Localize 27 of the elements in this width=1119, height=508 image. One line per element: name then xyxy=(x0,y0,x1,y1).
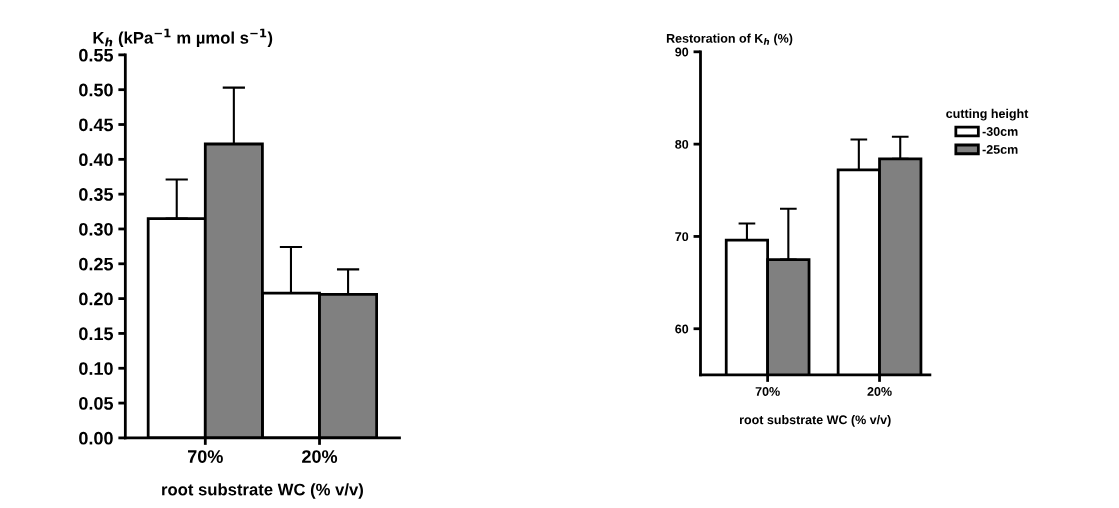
y-tick-label: 0.55 xyxy=(79,48,114,62)
x-tick-label: 20% xyxy=(302,450,338,463)
y-tick-label: 0.50 xyxy=(79,83,113,97)
x-tick-label: 70% xyxy=(755,387,780,396)
legend-label: -25cm xyxy=(982,145,1018,154)
legend-label: -30cm xyxy=(982,127,1018,136)
x-tick-label: 70% xyxy=(188,450,223,463)
y-tick-label: 80 xyxy=(675,139,689,149)
y-tick-label: 0.45 xyxy=(79,118,114,132)
y-tick-label: 0.40 xyxy=(79,153,113,167)
y-tick-label: 0.15 xyxy=(79,327,114,341)
y-tick-label: 90 xyxy=(675,47,689,57)
y-tick-label: 0.35 xyxy=(79,188,114,201)
legend-title: cutting height xyxy=(946,108,1029,121)
y-tick-label: 0.05 xyxy=(79,397,114,410)
y-tick-label: 0.30 xyxy=(79,222,113,236)
y-tick-label: 70 xyxy=(675,232,689,242)
y-tick-label: 60 xyxy=(675,324,689,334)
y-tick-label: 0.20 xyxy=(79,292,113,306)
y-axis-title: K$_{h}$ (kPa$^{−1}$ m µmol s$^{−1}$) xyxy=(93,28,273,48)
x-axis-title: root substrate WC (% v/v) xyxy=(739,415,891,427)
y-axis-title: Restoration of K$_{h}$ (%) xyxy=(666,33,793,46)
x-axis-title: root substrate WC (% v/v) xyxy=(162,483,363,499)
y-tick-label: 0.10 xyxy=(79,362,113,375)
y-tick-label: 0.25 xyxy=(79,257,114,271)
x-tick-label: 20% xyxy=(867,387,892,396)
y-tick-label: 0.00 xyxy=(79,431,113,445)
